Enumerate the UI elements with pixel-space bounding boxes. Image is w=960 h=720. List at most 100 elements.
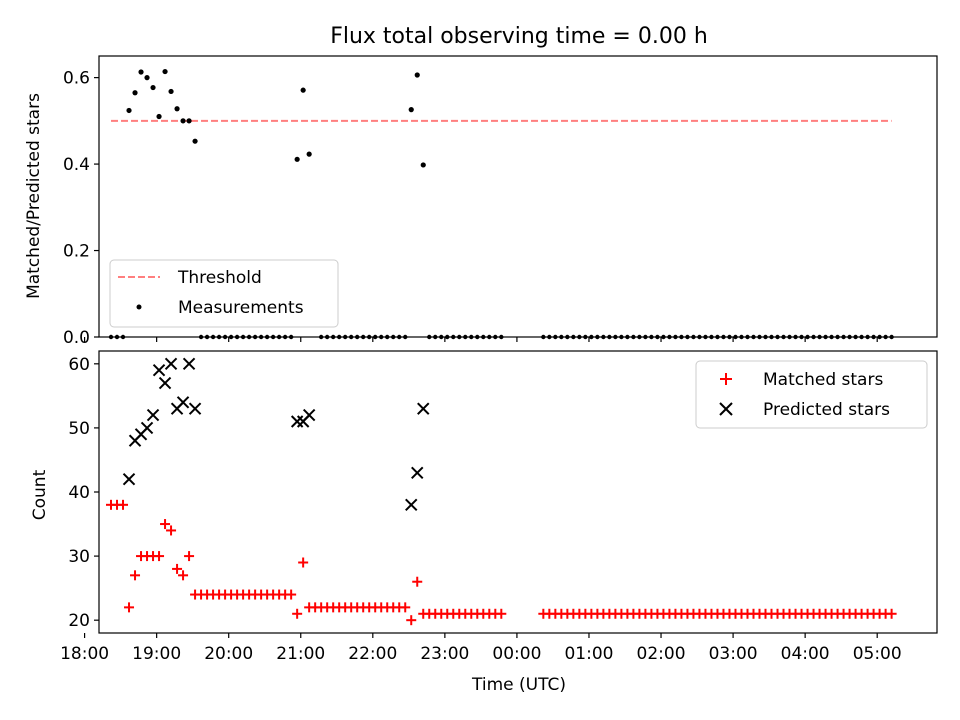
measurement-point bbox=[414, 72, 420, 78]
measurement-point bbox=[715, 334, 720, 340]
measurement-point bbox=[144, 75, 150, 81]
legend-predicted-marker bbox=[719, 402, 733, 416]
measurement-point bbox=[697, 334, 702, 340]
measurement-point bbox=[403, 334, 408, 340]
measurement-point bbox=[162, 68, 168, 75]
predicted-x-b bbox=[140, 421, 154, 435]
measurement-point bbox=[781, 334, 786, 340]
predicted-x-b bbox=[152, 364, 166, 377]
measurement-point bbox=[126, 107, 132, 114]
bottom-y-tick-label: 60 bbox=[68, 355, 90, 375]
measurement-point bbox=[108, 334, 114, 340]
measurement-point bbox=[397, 334, 402, 340]
predicted-x-b bbox=[146, 408, 160, 422]
bottom-legend: Matched stars Predicted stars bbox=[695, 360, 928, 429]
measurement-point bbox=[883, 334, 888, 340]
legend-matched-label: Matched stars bbox=[763, 370, 883, 390]
matched-star-point bbox=[118, 499, 129, 510]
x-tick-label: 04:00 bbox=[781, 644, 830, 664]
measurement-point bbox=[132, 90, 138, 96]
bottom-legend-frame bbox=[695, 360, 928, 429]
predicted-x-b bbox=[158, 376, 172, 390]
predicted-x-b bbox=[122, 472, 136, 486]
measurement-point bbox=[282, 334, 288, 340]
measurement-point bbox=[799, 334, 804, 340]
measurement-point bbox=[469, 334, 474, 340]
measurement-point bbox=[330, 334, 336, 340]
measurement-point bbox=[865, 334, 870, 340]
measurement-point bbox=[192, 138, 198, 144]
measurement-point bbox=[294, 156, 300, 162]
measurement-point bbox=[336, 334, 342, 340]
measurement-point bbox=[493, 334, 498, 340]
top-y-tick-label: 0.6 bbox=[63, 69, 90, 89]
measurement-point bbox=[595, 334, 600, 340]
legend-measurements-marker bbox=[136, 304, 142, 310]
predicted-star-point bbox=[182, 357, 196, 371]
measurement-point bbox=[667, 334, 672, 340]
measurement-point bbox=[451, 334, 456, 340]
measurement-point bbox=[427, 334, 432, 340]
measurement-point bbox=[475, 334, 480, 340]
legend-matched-marker bbox=[720, 373, 732, 385]
top-y-tick-label: 0.0 bbox=[63, 328, 90, 348]
predicted-x-b bbox=[164, 357, 178, 371]
measurement-point bbox=[841, 334, 846, 340]
measurement-point bbox=[637, 334, 642, 340]
measurement-point bbox=[240, 334, 246, 340]
measurement-point bbox=[643, 334, 648, 340]
measurement-point bbox=[757, 334, 762, 340]
predicted-star-point bbox=[411, 466, 424, 479]
measurement-point bbox=[439, 334, 444, 340]
measurement-point bbox=[823, 334, 828, 340]
predicted-x-b bbox=[411, 466, 424, 479]
measurement-point bbox=[571, 334, 576, 340]
measurement-point bbox=[463, 334, 468, 340]
x-tick-label: 18:00 bbox=[60, 644, 109, 664]
measurement-point bbox=[751, 334, 756, 340]
predicted-star-point bbox=[158, 376, 172, 390]
predicted-star-point bbox=[417, 402, 430, 415]
measurement-point bbox=[198, 334, 204, 340]
measurement-point bbox=[547, 334, 552, 340]
measurement-point bbox=[174, 106, 180, 112]
measurement-point bbox=[379, 334, 384, 340]
measurement-point bbox=[829, 334, 834, 340]
measurement-point bbox=[859, 334, 864, 340]
predicted-x-b bbox=[176, 396, 190, 409]
measurement-point bbox=[649, 334, 654, 340]
measurement-point bbox=[877, 334, 882, 340]
measurement-point bbox=[186, 118, 192, 124]
measurement-point bbox=[420, 162, 426, 168]
measurement-point bbox=[481, 334, 486, 340]
top-plot-frame bbox=[98, 55, 938, 338]
measurement-point bbox=[318, 334, 324, 340]
measurement-point bbox=[787, 334, 792, 340]
measurement-point bbox=[733, 334, 738, 340]
measurement-point bbox=[324, 334, 330, 340]
measurement-point bbox=[367, 334, 372, 340]
top-legend-frame bbox=[109, 259, 339, 328]
measurement-point bbox=[655, 334, 660, 340]
measurement-point bbox=[222, 334, 228, 340]
predicted-x-b bbox=[405, 498, 418, 512]
measurement-point bbox=[276, 334, 282, 340]
x-axis-label: Time (UTC) bbox=[471, 675, 566, 695]
x-tick-label: 19:00 bbox=[132, 644, 181, 664]
matched-star-point bbox=[886, 608, 897, 619]
measurement-point bbox=[727, 334, 732, 340]
x-tick-label: 02:00 bbox=[637, 644, 686, 664]
measurement-point bbox=[288, 334, 294, 340]
top-y-tick-label: 0.4 bbox=[63, 155, 90, 175]
x-tick-label: 03:00 bbox=[709, 644, 758, 664]
measurement-point bbox=[445, 334, 450, 340]
matched-star-point bbox=[184, 551, 195, 562]
measurement-point bbox=[385, 334, 390, 340]
matched-star-point bbox=[130, 570, 141, 581]
measurement-point bbox=[300, 87, 306, 93]
x-tick-label: 00:00 bbox=[492, 644, 541, 664]
measurement-point bbox=[348, 334, 354, 340]
measurement-point bbox=[210, 334, 216, 340]
